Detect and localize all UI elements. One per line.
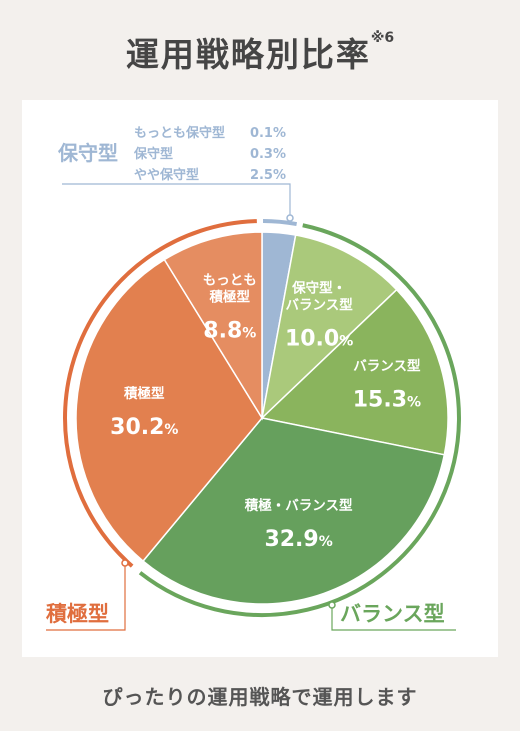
active-ring — [63, 219, 257, 568]
slice-5-label: 積極型 — [123, 385, 165, 402]
slice-4-value: 32.9% — [264, 527, 332, 552]
conservative-breakdown-value: 0.1% — [250, 126, 286, 141]
conservative-breakdown-value: 2.5% — [250, 168, 286, 183]
conservative-leader-line — [62, 183, 291, 216]
slice-2-label: バランス型 — [285, 297, 353, 314]
active-leader-line — [46, 563, 126, 631]
slice-2-label: 保守型・ — [291, 280, 346, 297]
active-group-label: 積極型 — [46, 602, 109, 626]
pie-slice-4 — [142, 417, 446, 605]
slice-5-value: 30.2% — [110, 415, 178, 440]
pie-slice-3 — [260, 288, 449, 456]
title-footnote-mark: ※6 — [370, 30, 395, 46]
footer-caption: ぴったりの運用戦略で運用します — [102, 685, 418, 709]
conservative-ring — [263, 219, 298, 227]
slice-6-label: 積極型 — [209, 289, 251, 306]
chart-panel: 保守型・ バランス型 10.0% バランス型 15.3% 積極・バランス型 32.9% 積極型… — [22, 100, 498, 657]
slice-4-label: 積極・バランス型 — [244, 497, 353, 514]
conservative-group-label: 保守型 — [57, 141, 118, 165]
pie-slice-2 — [260, 234, 398, 421]
balance-group-label: バランス型 — [340, 602, 445, 626]
chart-title-text: 運用戦略別比率 — [125, 35, 371, 74]
balance-leader-line — [331, 605, 456, 631]
pie-chart: 保守型・バランス型10.0%バランス型15.3%積極・バランス型32.9%積極型… — [46, 125, 461, 631]
conservative-leader-dot — [286, 214, 294, 222]
conservative-breakdown-label: やや保守型 — [134, 167, 199, 183]
balance-ring — [138, 223, 461, 617]
slice-6-value: 8.8% — [203, 319, 256, 344]
pie-slices — [75, 231, 449, 605]
slice-3-value: 15.3% — [353, 388, 421, 413]
group-rings — [63, 219, 461, 617]
active-leader-dot — [121, 559, 129, 567]
slice-3-label: バランス型 — [353, 358, 421, 375]
balance-leader-dot — [328, 601, 336, 609]
chart-title: 運用戦略別比率※6 — [0, 28, 520, 76]
slice-2-value: 10.0% — [285, 327, 353, 352]
slice-6-label: もっとも — [203, 273, 257, 289]
conservative-breakdown-value: 0.3% — [250, 147, 286, 162]
pie-slice-5 — [75, 258, 263, 563]
conservative-breakdown-label: もっとも保守型 — [134, 125, 225, 141]
pie-slice-6 — [163, 231, 263, 421]
conservative-breakdown-label: 保守型 — [133, 146, 173, 162]
slice-labels: 保守型・バランス型10.0%バランス型15.3%積極・バランス型32.9%積極型… — [110, 273, 421, 553]
